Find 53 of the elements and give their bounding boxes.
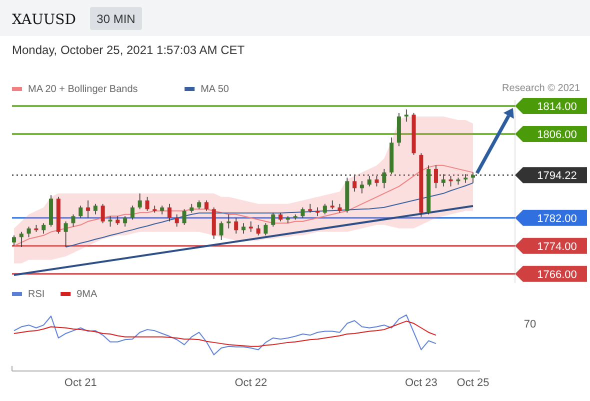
candlestick <box>19 232 24 248</box>
candlestick <box>78 205 83 218</box>
candlestick <box>404 109 408 122</box>
line-series <box>14 164 474 246</box>
candlestick <box>26 226 31 238</box>
y-tick-label: 1766.00 <box>537 268 577 281</box>
chart-title: XAUUSD <box>12 12 76 28</box>
text: Monday, October 25, 2021 1:57:03 AM CET <box>12 43 246 57</box>
legend-label: RSI <box>28 289 45 300</box>
y-tick-label: 1794.22 <box>537 170 577 182</box>
candlestick <box>130 205 134 220</box>
y-tick-label: 1774.00 <box>537 240 577 253</box>
candlestick <box>12 235 16 246</box>
candlestick <box>93 204 98 215</box>
candlestick <box>42 222 46 234</box>
candlestick <box>360 180 364 194</box>
y-tick-label: 1814.00 <box>537 100 577 113</box>
candlestick <box>167 204 172 222</box>
candlestick <box>219 221 224 240</box>
legend-label: MA 20 + Bollinger Bands <box>28 84 138 95</box>
y-tick-label: 1782.00 <box>537 212 577 225</box>
candlestick <box>264 222 268 236</box>
candlestick <box>271 212 276 228</box>
x-tick-label: Oct 21 <box>64 377 97 389</box>
x-tick-label: Oct 23 <box>404 377 438 389</box>
candlestick <box>300 207 305 218</box>
candlestick <box>182 208 186 226</box>
candlestick <box>248 221 253 232</box>
candlestick <box>100 204 105 224</box>
candlestick <box>308 204 312 214</box>
x-tick-label: Oct 22 <box>234 377 268 389</box>
text: Research © 2021 <box>502 83 580 94</box>
x-tick-label: Oct 25 <box>456 377 490 389</box>
candlestick <box>242 222 246 234</box>
candlestick <box>108 216 112 228</box>
candlestick <box>123 216 128 228</box>
candlestick <box>234 218 238 234</box>
candlestick <box>145 196 150 212</box>
legend-label: MA 50 <box>200 84 230 95</box>
candlestick <box>64 221 68 248</box>
y-tick-label: 1806.00 <box>537 128 577 141</box>
candlestick <box>367 176 372 187</box>
legend-label: 9MA <box>76 289 98 300</box>
candlestick <box>174 214 179 228</box>
line-series <box>65 182 474 248</box>
text: 70 <box>524 318 536 330</box>
candlestick <box>86 200 90 218</box>
candlestick <box>256 224 260 236</box>
candlestick <box>322 204 327 215</box>
chart-subtitle: 30 MIN <box>96 12 136 26</box>
candlestick <box>204 200 208 212</box>
candlestick <box>138 193 142 210</box>
candlestick <box>71 214 76 228</box>
